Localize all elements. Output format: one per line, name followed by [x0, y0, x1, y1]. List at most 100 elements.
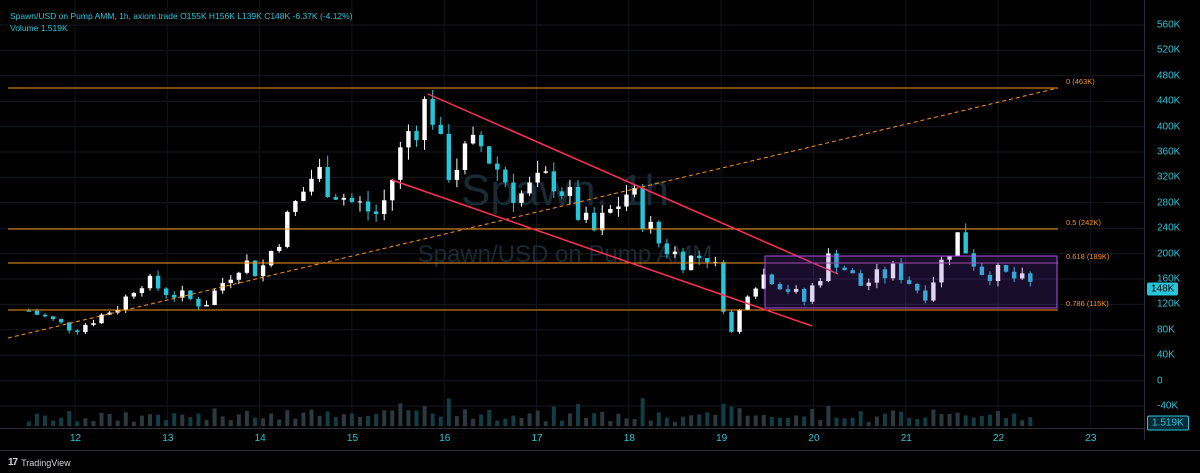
- volume-bar: [479, 414, 484, 426]
- candle-body: [664, 243, 670, 255]
- candle-body: [486, 146, 492, 164]
- volume-bar: [761, 414, 766, 426]
- candle-body: [882, 269, 888, 279]
- candle-body: [1028, 273, 1033, 282]
- candle-body: [357, 201, 363, 203]
- volume-bar: [147, 414, 152, 426]
- candle-body: [971, 253, 976, 267]
- candle-body: [591, 212, 597, 231]
- time-tick-label: 18: [623, 433, 635, 444]
- tradingview-logo[interactable]: 17 TradingView: [8, 457, 71, 468]
- candle-body: [462, 143, 468, 170]
- time-axis[interactable]: 12 13 14 15 16 17 18 19 20 21 22 23: [0, 428, 1144, 451]
- candle-body: [939, 259, 944, 283]
- volume-bar: [656, 412, 661, 426]
- candle-body: [793, 288, 799, 292]
- fib-trend-line[interactable]: [7, 87, 1059, 339]
- time-tick-label: 13: [162, 433, 174, 444]
- candle-body: [931, 282, 936, 301]
- candle-body: [236, 272, 242, 280]
- price-tick-label: 560K: [1157, 19, 1181, 31]
- drawings[interactable]: [7, 87, 1059, 339]
- volume-bar: [891, 410, 896, 426]
- candle-body: [470, 134, 476, 144]
- tradingview-icon: 17: [8, 457, 18, 468]
- volume-bar: [979, 415, 984, 426]
- channel-upper[interactable]: [427, 93, 839, 275]
- channel-lower[interactable]: [391, 179, 813, 327]
- legend-symbol-ohlc: Spawn/USD on Pump AMM, 1h, axiom.trade O…: [10, 11, 353, 21]
- volume-bar: [802, 416, 807, 426]
- candle-body: [680, 251, 686, 271]
- volume-bar: [551, 406, 556, 426]
- time-tick-label: 12: [70, 433, 82, 444]
- volume-bar: [689, 415, 694, 426]
- candle-body: [373, 211, 379, 214]
- volume-bar: [164, 420, 169, 426]
- volume-bar: [955, 412, 960, 426]
- candle-body: [123, 296, 128, 310]
- volume-bar: [51, 420, 56, 426]
- candle-body: [172, 294, 177, 298]
- volume-bar: [261, 418, 266, 426]
- price-tick-label: 160K: [1157, 273, 1181, 285]
- candle-body: [406, 131, 411, 148]
- volume-bar: [454, 416, 459, 426]
- candle-body: [616, 206, 621, 209]
- volume-bar: [293, 418, 298, 426]
- volume-bar: [899, 411, 904, 426]
- candle-body: [923, 290, 928, 301]
- volume-bar: [115, 420, 120, 426]
- price-axis[interactable]: 148K 1.519K 560K 520K 480K 440K 400K 360K 320K…: [1144, 0, 1200, 440]
- volume-bar: [309, 409, 314, 426]
- volume-bar: [576, 403, 581, 426]
- candle-body: [196, 298, 201, 307]
- candle-body: [325, 166, 330, 198]
- fib-label-0.5: 0.5 (242K): [1066, 218, 1102, 227]
- candle-body: [341, 197, 347, 200]
- candle-body: [317, 166, 322, 179]
- price-tick-label: 480K: [1157, 70, 1181, 82]
- chart-legend: Spawn/USD on Pump AMM, 1h, axiom.trade O…: [10, 10, 353, 34]
- candle-body: [398, 147, 403, 180]
- time-tick-label: 14: [254, 433, 266, 444]
- candle-body: [672, 251, 678, 255]
- volume-bar: [705, 412, 710, 426]
- candle-body: [495, 163, 500, 170]
- gridlines: [0, 0, 1144, 428]
- volume-bar: [75, 421, 80, 426]
- volume-bar: [107, 413, 112, 426]
- volume-bar: [390, 410, 395, 426]
- volume-bar: [212, 408, 217, 426]
- candle-body: [115, 309, 120, 313]
- volume-bar: [729, 406, 734, 426]
- candle-body: [147, 275, 153, 289]
- candle-body: [721, 262, 726, 312]
- volume-bar: [777, 417, 782, 426]
- volume-bar: [131, 421, 136, 426]
- candle-body: [244, 260, 250, 273]
- range-box[interactable]: [764, 255, 1058, 309]
- volume-bar: [1028, 417, 1033, 426]
- price-tick-label: 80K: [1157, 324, 1175, 336]
- volume-bar: [99, 412, 104, 426]
- candle-body: [390, 179, 395, 201]
- legend-volume: Volume 1.519K: [10, 23, 68, 33]
- volume-bar: [996, 411, 1000, 426]
- price-tick-label: 280K: [1157, 197, 1181, 209]
- candle-body: [188, 290, 193, 299]
- time-tick-label: 20: [808, 433, 820, 444]
- volume-bar: [939, 414, 944, 426]
- candle-body: [50, 316, 56, 320]
- candle-body: [454, 169, 460, 180]
- volume-bar: [1012, 413, 1017, 426]
- volume-bar: [357, 417, 362, 426]
- candle-body: [624, 194, 629, 207]
- candle-body: [301, 191, 306, 202]
- volume-bar: [220, 416, 225, 426]
- candle-body: [511, 182, 516, 203]
- time-tick-label: 15: [346, 433, 359, 444]
- volume-bar: [156, 414, 161, 426]
- volume-bar: [471, 419, 476, 426]
